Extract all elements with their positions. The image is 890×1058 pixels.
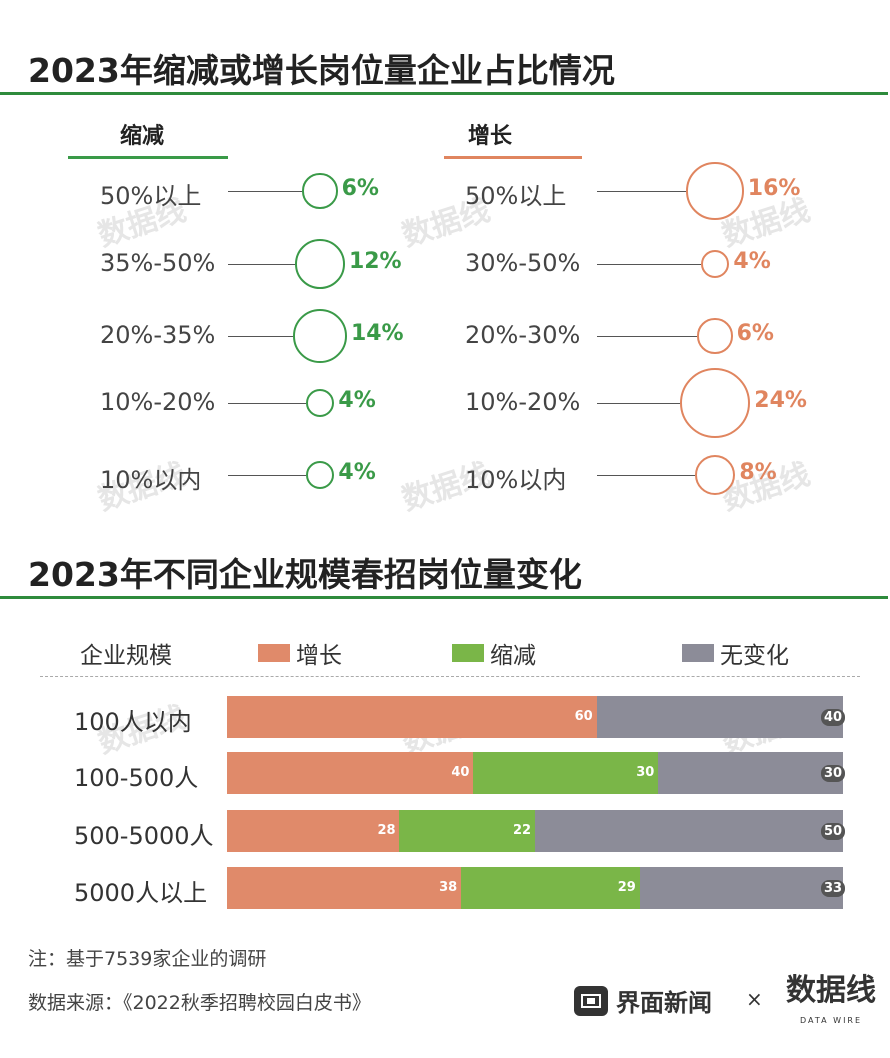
shrink-bubble xyxy=(302,173,338,209)
growth-leader-line xyxy=(597,403,680,404)
brand-times: × xyxy=(746,987,763,1011)
shrink-percent-label: 14% xyxy=(350,321,404,346)
growth-percent-label: 24% xyxy=(754,388,807,413)
bar-value-label: 22 xyxy=(513,823,532,838)
section2-title: 2023年不同企业规模春招岗位量变化 xyxy=(28,555,582,594)
legend-title: 企业规模 xyxy=(80,636,172,670)
growth-leader-line xyxy=(597,336,698,337)
shrink-percent-label: 12% xyxy=(348,249,402,274)
growth-percent-label: 16% xyxy=(747,176,801,201)
bar-segment-nochange xyxy=(596,696,843,738)
bar-value-label: 60 xyxy=(574,709,593,724)
growth-percent-label: 6% xyxy=(736,321,774,346)
bar-segment-nochange xyxy=(658,752,843,794)
shrink-header-rule xyxy=(68,156,228,159)
footnote: 注：基于7539家企业的调研 xyxy=(28,948,267,970)
growth-leader-line xyxy=(597,475,695,476)
bar-value-label: 33 xyxy=(821,880,846,897)
legend-nochange-swatch xyxy=(682,644,714,662)
legend-shrink-swatch xyxy=(452,644,484,662)
datawire-logo: 数据线 xyxy=(786,973,876,1008)
bar-segment-growth xyxy=(227,867,462,909)
legend-title-label: 企业规模 xyxy=(80,643,172,669)
shrink-range-label: 10%以内 xyxy=(100,466,202,494)
bar-value-label: 40 xyxy=(821,709,846,726)
shrink-leader-line xyxy=(228,475,306,476)
bar-segment-nochange xyxy=(535,810,843,852)
growth-bubble xyxy=(686,162,744,220)
bar-segment-shrink xyxy=(399,810,535,852)
legend-shrink: 缩减 xyxy=(452,636,536,670)
bar-value-label: 30 xyxy=(821,765,846,782)
growth-range-label: 30%-50% xyxy=(465,249,581,277)
bar-value-label: 50 xyxy=(821,823,846,840)
bar-segment-nochange xyxy=(639,867,843,909)
bar-segment-growth xyxy=(227,810,400,852)
growth-range-label: 20%-30% xyxy=(465,321,581,349)
shrink-range-label: 50%以上 xyxy=(100,182,202,210)
shrink-percent-label: 4% xyxy=(338,388,376,413)
growth-bubble xyxy=(700,249,730,279)
shrink-range-label: 35%-50% xyxy=(100,249,216,277)
legend-growth: 增长 xyxy=(258,636,342,670)
section1-title-rule xyxy=(0,92,888,95)
bar-category-label: 100人以内 xyxy=(74,708,192,736)
bar-category-label: 500-5000人 xyxy=(74,822,214,850)
legend-growth-swatch xyxy=(258,644,290,662)
legend-divider xyxy=(40,676,860,677)
legend-nochange-label: 无变化 xyxy=(720,643,789,669)
growth-bubble xyxy=(694,454,736,496)
shrink-range-label: 20%-35% xyxy=(100,321,216,349)
shrink-leader-line xyxy=(228,264,296,265)
shrink-leader-line xyxy=(228,403,306,404)
bar-segment-shrink xyxy=(461,867,640,909)
shrink-leader-line xyxy=(228,191,303,192)
growth-percent-label: 4% xyxy=(733,249,771,274)
bar-value-label: 28 xyxy=(377,823,396,838)
shrink-bubble xyxy=(293,309,347,363)
section1-title: 2023年缩减或增长岗位量企业占比情况 xyxy=(28,51,615,90)
growth-range-label: 50%以上 xyxy=(465,182,567,210)
jiemian-logo-icon xyxy=(574,985,608,1016)
bar-value-label: 29 xyxy=(617,880,636,895)
growth-header: 增长 xyxy=(468,124,513,149)
shrink-percent-label: 4% xyxy=(338,460,376,485)
datawire-logo-sub: DATA WIRE xyxy=(800,1016,863,1025)
growth-leader-line xyxy=(597,191,687,192)
bar-category-label: 5000人以上 xyxy=(74,879,208,907)
legend-growth-label: 增长 xyxy=(296,643,342,669)
legend-shrink-label: 缩减 xyxy=(490,643,536,669)
bar-value-label: 30 xyxy=(636,765,655,780)
shrink-percent-label: 6% xyxy=(341,176,379,201)
growth-bubble xyxy=(697,318,733,354)
shrink-bubble xyxy=(305,388,335,418)
growth-range-label: 10%以内 xyxy=(465,466,567,494)
jiemian-logo: 界面新闻 xyxy=(574,983,712,1018)
jiemian-logo-text: 界面新闻 xyxy=(616,989,712,1017)
growth-percent-label: 8% xyxy=(739,460,777,485)
section2-title-rule xyxy=(0,596,888,599)
bar-value-label: 40 xyxy=(451,765,470,780)
bar-segment-growth xyxy=(227,696,597,738)
shrink-bubble xyxy=(305,460,335,490)
shrink-header: 缩减 xyxy=(120,124,165,149)
bar-segment-shrink xyxy=(473,752,659,794)
growth-range-label: 10%-20% xyxy=(465,388,581,416)
bar-value-label: 38 xyxy=(439,880,458,895)
growth-leader-line xyxy=(597,264,701,265)
legend-nochange: 无变化 xyxy=(682,636,789,670)
bar-segment-growth xyxy=(227,752,474,794)
shrink-bubble xyxy=(295,239,345,289)
shrink-range-label: 10%-20% xyxy=(100,388,216,416)
growth-bubble xyxy=(679,367,751,439)
bar-category-label: 100-500人 xyxy=(74,764,199,792)
shrink-leader-line xyxy=(228,336,294,337)
data-source: 数据来源：《2022秋季招聘校园白皮书》 xyxy=(28,992,371,1014)
growth-header-rule xyxy=(444,156,582,159)
